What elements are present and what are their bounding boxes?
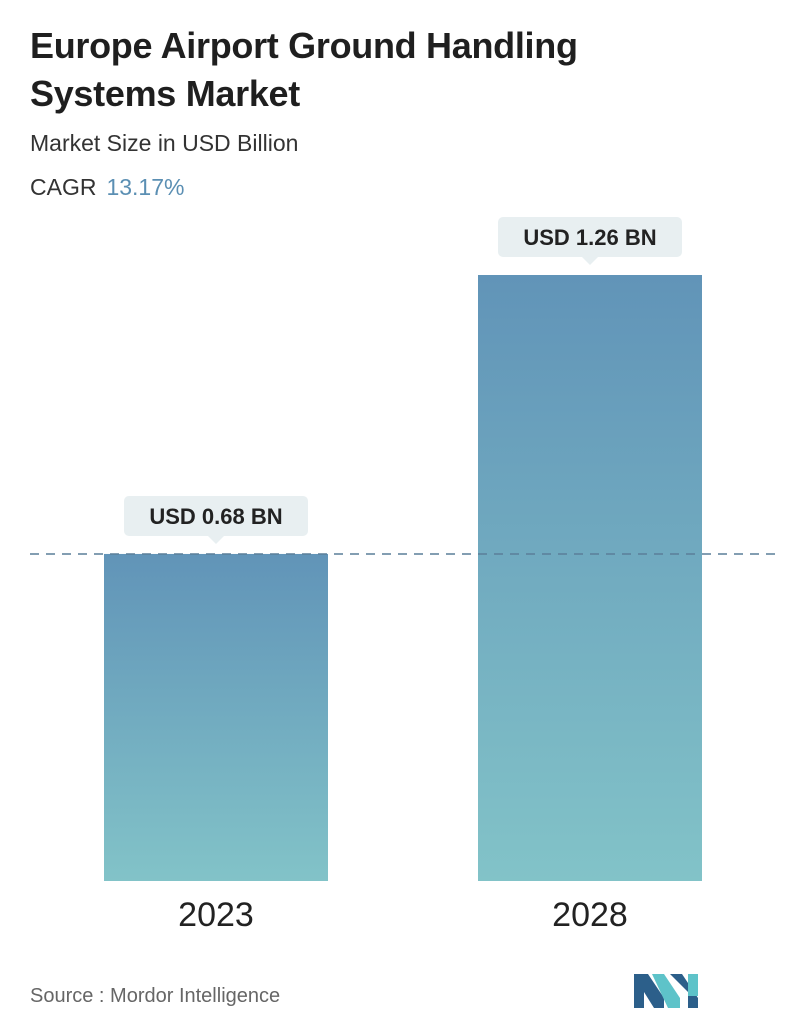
value-label-2023: USD 0.68 BN	[124, 495, 308, 544]
cagr-row: CAGR 13.17%	[30, 174, 184, 201]
value-label-pointer	[208, 535, 224, 544]
chart-title-line-2: Systems Market	[30, 73, 300, 114]
cagr-label: CAGR	[30, 174, 97, 200]
chart-title-line-1: Europe Airport Ground Handling	[30, 25, 578, 66]
value-label-text: USD 0.68 BN	[149, 504, 282, 529]
value-label-text: USD 1.26 BN	[523, 225, 656, 250]
bar-chart: USD 0.68 BN 2023 USD 1.26 BN 2028	[30, 217, 780, 934]
value-label-box	[498, 217, 682, 257]
value-label-2028: USD 1.26 BN	[498, 217, 682, 265]
bar-2023	[104, 553, 328, 881]
value-label-pointer	[582, 257, 598, 265]
value-label-box	[124, 495, 308, 536]
chart-title: Europe Airport Ground Handling Systems M…	[30, 22, 750, 118]
x-tick-label-2028: 2028	[552, 896, 628, 934]
cagr-value: 13.17%	[106, 174, 185, 200]
source-text: Source : Mordor Intelligence	[30, 985, 281, 1007]
mordor-intelligence-logo-icon	[634, 974, 698, 1008]
chart-subtitle: Market Size in USD Billion	[30, 130, 299, 156]
x-tick-label-2023: 2023	[178, 896, 254, 934]
bar-2028	[478, 275, 702, 881]
